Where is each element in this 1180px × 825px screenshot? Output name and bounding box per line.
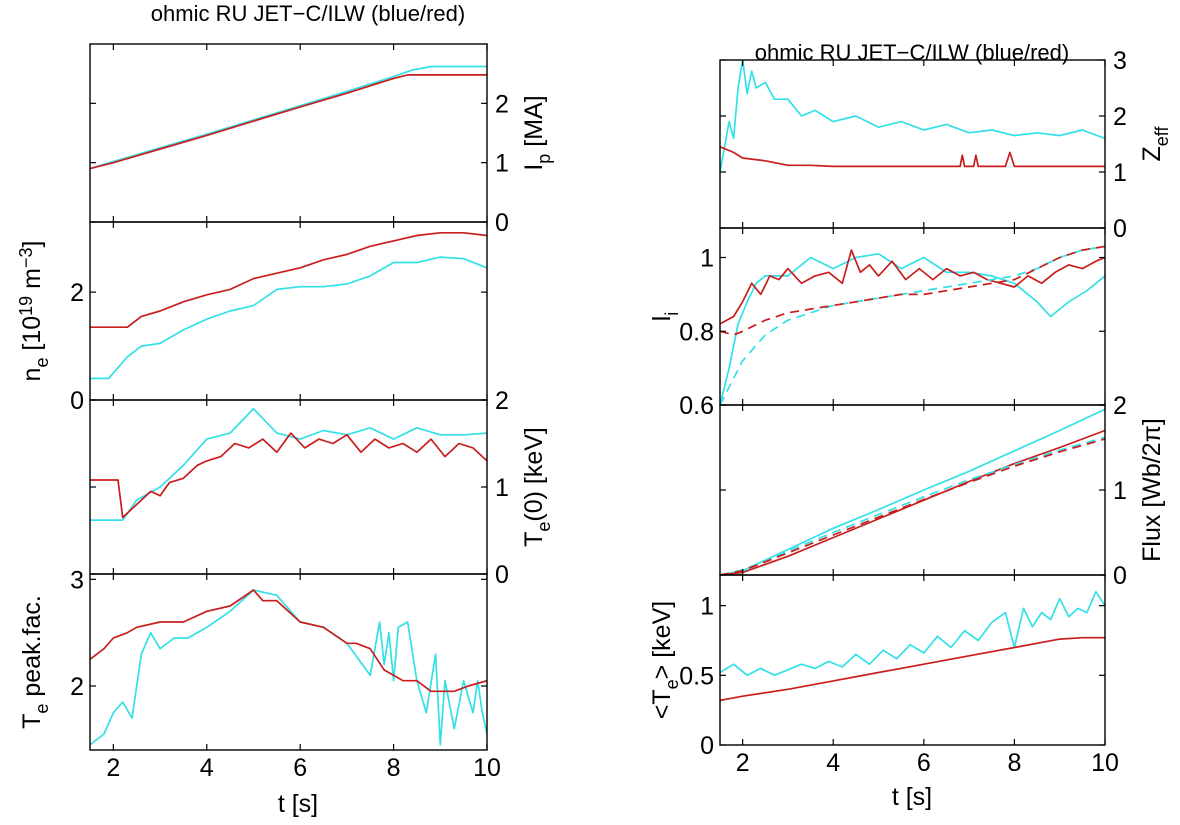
series-line-jet_c-solid [90, 65, 487, 170]
y-axis-label: ne [1019 m−3] [16, 241, 52, 382]
x-tick-label: 4 [200, 754, 214, 782]
x-tick-label: 2 [106, 754, 120, 782]
x-tick-label: 8 [1007, 749, 1021, 777]
panel-frame [89, 399, 488, 575]
y-tick-label: 0 [700, 732, 714, 760]
x-tick-label: 6 [917, 749, 931, 777]
x-tick-label: 10 [473, 754, 501, 782]
chart-0-panel-1: 0 2 ne [1019 m−3] [16, 221, 488, 415]
series-line-jet_c-solid [90, 589, 487, 746]
chart-1-panel-1: 0.6 0.8 1 li [648, 227, 1106, 420]
y-tick-label: 1 [495, 150, 509, 178]
chart-0-panel-2: 0 1 2 Te(0) [keV] [89, 387, 554, 589]
chart-1-panel-3: 0 0.5 1 2 4 6 8 10 <Te> [keV] [648, 574, 1119, 777]
series-line-jet_c-solid [720, 252, 1105, 405]
left-x-axis-label: t [s] [278, 790, 318, 818]
chart-1-panel-0: 0 1 2 3 Zeff [719, 47, 1172, 243]
y-tick-label: 3 [70, 566, 84, 594]
y-tick-label: 2 [1113, 392, 1127, 420]
series-line-jet_c-solid [720, 60, 1105, 173]
series-line-ilw-solid [90, 74, 487, 170]
panel-frame [719, 59, 1106, 229]
y-axis-label: Ip [MA] [520, 95, 554, 170]
chart-1-panel-2: 0 1 2 Flux [Wb/2π] [719, 392, 1166, 590]
y-tick-label: 2 [70, 279, 84, 307]
series-line-ilw-dashed [720, 438, 1105, 575]
y-tick-label: 3 [1113, 47, 1127, 75]
x-tick-label: 8 [387, 754, 401, 782]
y-axis-label: Zeff [1138, 126, 1172, 162]
series-line-jet_c-dashed [720, 436, 1105, 575]
series-line-ilw-solid [720, 429, 1105, 575]
series-line-ilw-solid [720, 636, 1105, 702]
y-tick-label: 2 [1113, 103, 1127, 131]
y-tick-label: 0.5 [679, 662, 714, 690]
panel-frame [89, 221, 488, 401]
y-axis-label: Te peak.fac. [18, 595, 52, 729]
y-tick-label: 2 [495, 90, 509, 118]
y-tick-label: 1 [1113, 159, 1127, 187]
x-tick-label: 4 [826, 749, 840, 777]
panel-frame [89, 43, 488, 223]
series-line-jet_c-dashed [720, 245, 1105, 405]
series-line-ilw-solid [720, 146, 1105, 168]
y-axis-label: Te(0) [keV] [520, 427, 554, 547]
y-tick-label: 1 [700, 245, 714, 273]
series-line-ilw-solid [90, 231, 487, 329]
right-figure-title: ohmic RU JET−C/ILW (blue/red) [755, 40, 1069, 65]
y-tick-label: 0 [495, 561, 509, 589]
chart-0-panel-0: 0 1 2 Ip [MA] [89, 43, 554, 237]
y-axis-label: <Te> [keV] [648, 601, 682, 719]
x-tick-label: 6 [293, 754, 307, 782]
y-tick-label: 1 [700, 593, 714, 621]
y-tick-label: 0 [1113, 215, 1127, 243]
panel-frame [719, 404, 1106, 576]
y-axis-label: li [648, 312, 682, 322]
x-tick-label: 10 [1091, 749, 1119, 777]
series-line-ilw-solid [90, 432, 487, 519]
y-tick-label: 1 [495, 474, 509, 502]
series-line-jet_c-solid [90, 256, 487, 380]
y-tick-label: 0 [70, 387, 84, 415]
y-tick-label: 0 [495, 209, 509, 237]
series-line-jet_c-solid [90, 407, 487, 521]
y-tick-label: 2 [70, 673, 84, 701]
chart-0-panel-3: 2 3 2 4 6 8 10 Te peak.fac. [18, 566, 501, 782]
series-line-jet_c-solid [720, 408, 1105, 575]
left-figure-title: ohmic RU JET−C/ILW (blue/red) [151, 1, 465, 26]
series-line-ilw-solid [90, 589, 487, 693]
y-tick-label: 0.6 [679, 392, 714, 420]
y-axis-label: Flux [Wb/2π] [1138, 418, 1166, 562]
y-tick-label: 1 [1113, 477, 1127, 505]
x-tick-label: 2 [736, 749, 750, 777]
y-tick-label: 2 [495, 387, 509, 415]
series-line-jet_c-solid [720, 590, 1105, 677]
y-tick-label: 0.8 [679, 318, 714, 346]
right-x-axis-label: t [s] [892, 783, 932, 811]
y-tick-label: 0 [1113, 562, 1127, 590]
panel-frame [89, 573, 488, 751]
series-line-ilw-solid [720, 249, 1105, 325]
series-line-ilw-dashed [720, 245, 1105, 336]
panel-frame [719, 574, 1106, 746]
